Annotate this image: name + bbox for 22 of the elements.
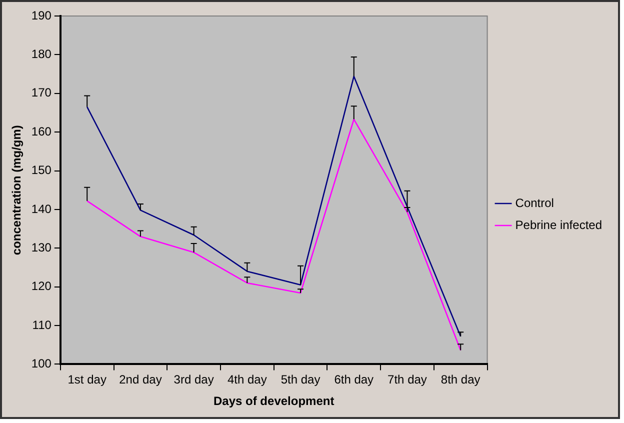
y-tick-label: 130 [31,240,52,254]
x-axis-title: Days of development [213,394,334,408]
legend-label: Control [515,196,554,210]
y-tick-label: 110 [32,318,52,332]
x-tick-label: 6th day [334,372,374,387]
x-tick-label: 2nd day [119,372,162,387]
y-tick-label: 160 [31,124,52,138]
legend-label: Pebrine infected [515,218,602,232]
y-tick-label: 100 [31,356,52,371]
x-tick-label: 3rd day [174,372,214,387]
x-tick-label: 4th day [227,372,267,387]
y-tick-label: 180 [31,47,52,61]
y-tick-label: 150 [31,163,52,178]
y-tick-label: 120 [31,279,52,294]
x-tick-label: 7th day [388,372,427,387]
x-tick-label: 8th day [440,372,480,387]
x-tick-label: 1st day [68,372,106,387]
x-tick-label: 5th day [280,372,320,387]
y-tick-label: 170 [31,86,52,100]
y-tick-label: 190 [31,8,52,22]
y-axis-title: concentration (mg/gm) [10,125,24,256]
y-tick-label: 140 [31,202,52,216]
